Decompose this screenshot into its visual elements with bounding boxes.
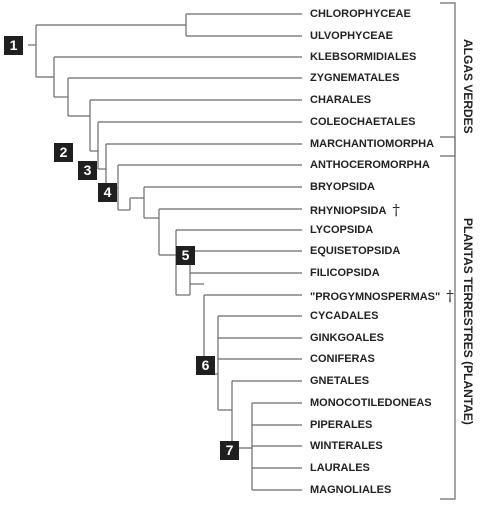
taxon-name: ULVOPHYCEAE bbox=[310, 30, 393, 42]
taxon-label: MARCHANTIOMORPHA bbox=[310, 137, 434, 151]
taxon-name: GNETALES bbox=[310, 375, 370, 387]
taxon-label: EQUISETOPSIDA bbox=[310, 244, 400, 258]
extinct-dagger-icon: † bbox=[446, 287, 454, 305]
taxon-name: BRYOPSIDA bbox=[310, 181, 375, 193]
taxon-name: CHLOROPHYCEAE bbox=[310, 8, 411, 20]
taxon-name: CYCADALES bbox=[310, 310, 379, 322]
taxon-name: EQUISETOPSIDA bbox=[310, 245, 401, 257]
taxon-name: WINTERALES bbox=[310, 440, 383, 452]
group-label-plantas-terrestres: PLANTAS TERRESTRES (PLANTAE) bbox=[461, 218, 475, 425]
taxon-label: MAGNOLIALES bbox=[310, 483, 391, 497]
taxon-label: CHARALES bbox=[310, 93, 371, 107]
taxon-name: MAGNOLIALES bbox=[310, 484, 392, 496]
taxon-label: CHLOROPHYCEAE bbox=[310, 7, 411, 21]
taxon-name: CHARALES bbox=[310, 94, 372, 106]
taxon-label: RHYNIOPSIDA † bbox=[310, 202, 400, 218]
taxon-name: "PROGYMNOSPERMAS" bbox=[310, 291, 441, 303]
taxon-name: GINKGOALES bbox=[310, 332, 384, 344]
taxon-label: MONOCOTILEDONEAS bbox=[310, 396, 432, 410]
taxon-label: LYCOPSIDA bbox=[310, 223, 373, 237]
taxon-name: FILICOPSIDA bbox=[310, 267, 380, 279]
node-badge-4: 4 bbox=[98, 183, 117, 202]
taxon-label: ANTHOCEROMORPHA bbox=[310, 158, 430, 172]
taxon-label: WINTERALES bbox=[310, 439, 383, 453]
node-badge-3: 3 bbox=[78, 161, 97, 180]
taxon-name: COLEOCHAETALES bbox=[310, 116, 416, 128]
node-badge-7: 7 bbox=[220, 441, 239, 460]
taxon-label: KLEBSORMIDIALES bbox=[310, 50, 416, 64]
taxon-name: PIPERALES bbox=[310, 419, 373, 431]
taxon-label: CONIFERAS bbox=[310, 352, 375, 366]
taxon-name: ZYGNEMATALES bbox=[310, 72, 400, 84]
extinct-dagger-icon: † bbox=[392, 201, 400, 219]
bracket-algas-verdes bbox=[440, 2, 456, 157]
taxon-label: COLEOCHAETALES bbox=[310, 115, 416, 129]
taxon-label: LAURALES bbox=[310, 461, 370, 475]
node-badge-2: 2 bbox=[54, 143, 73, 162]
taxon-label: GNETALES bbox=[310, 374, 369, 388]
taxon-label: "PROGYMNOSPERMAS" † bbox=[310, 288, 454, 304]
taxon-name: CONIFERAS bbox=[310, 353, 375, 365]
taxon-label: GINKGOALES bbox=[310, 331, 384, 345]
taxon-label: ULVOPHYCEAE bbox=[310, 29, 393, 43]
node-badge-5: 5 bbox=[176, 246, 195, 265]
taxon-label: BRYOPSIDA bbox=[310, 180, 375, 194]
taxon-name: MONOCOTILEDONEAS bbox=[310, 397, 432, 409]
taxon-name: LYCOPSIDA bbox=[310, 224, 374, 236]
taxon-name: MARCHANTIOMORPHA bbox=[310, 138, 435, 150]
taxon-name: RHYNIOPSIDA bbox=[310, 205, 387, 217]
taxon-name: LAURALES bbox=[310, 462, 370, 474]
taxon-name: ANTHOCEROMORPHA bbox=[310, 159, 430, 171]
taxon-label: ZYGNEMATALES bbox=[310, 71, 399, 85]
taxon-label: CYCADALES bbox=[310, 309, 378, 323]
taxon-name: KLEBSORMIDIALES bbox=[310, 51, 417, 63]
taxon-label: FILICOPSIDA bbox=[310, 266, 380, 280]
node-badge-1: 1 bbox=[4, 36, 23, 55]
node-badge-6: 6 bbox=[196, 356, 215, 375]
taxon-label: PIPERALES bbox=[310, 418, 372, 432]
bracket-plantas-terrestres bbox=[440, 136, 456, 500]
group-label-algas-verdes: ALGAS VERDES bbox=[461, 39, 475, 134]
